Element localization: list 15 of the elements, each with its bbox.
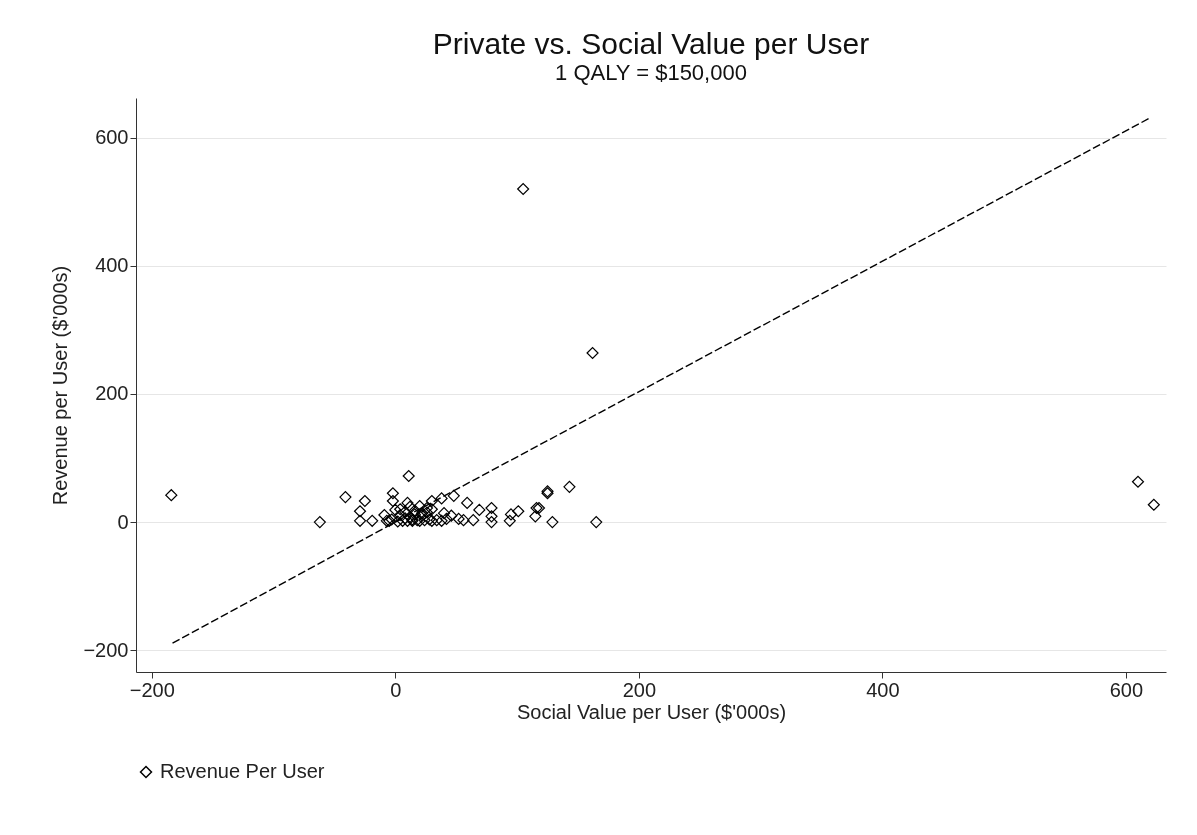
y-tick-label: 600 — [95, 126, 129, 149]
x-axis-title: Social Value per User ($'000s) — [516, 700, 787, 723]
legend-label: Revenue Per User — [160, 760, 325, 782]
y-tick-label: −200 — [83, 638, 129, 661]
x-tick-label: 400 — [866, 678, 900, 701]
x-tick-label: −200 — [129, 678, 175, 701]
chart-title: Private vs. Social Value per User — [432, 27, 870, 60]
x-tick-label: 600 — [1109, 678, 1144, 701]
y-tick-label: 200 — [95, 382, 129, 405]
y-tick-label: 0 — [117, 510, 129, 533]
chart-subtitle: 1 QALY = $150,000 — [555, 60, 747, 85]
y-axis-title: Revenue per User ($'000s) — [49, 265, 72, 506]
y-tick-label: 400 — [95, 254, 129, 277]
x-tick-label: 0 — [390, 678, 402, 701]
x-tick-label: 200 — [622, 678, 657, 701]
